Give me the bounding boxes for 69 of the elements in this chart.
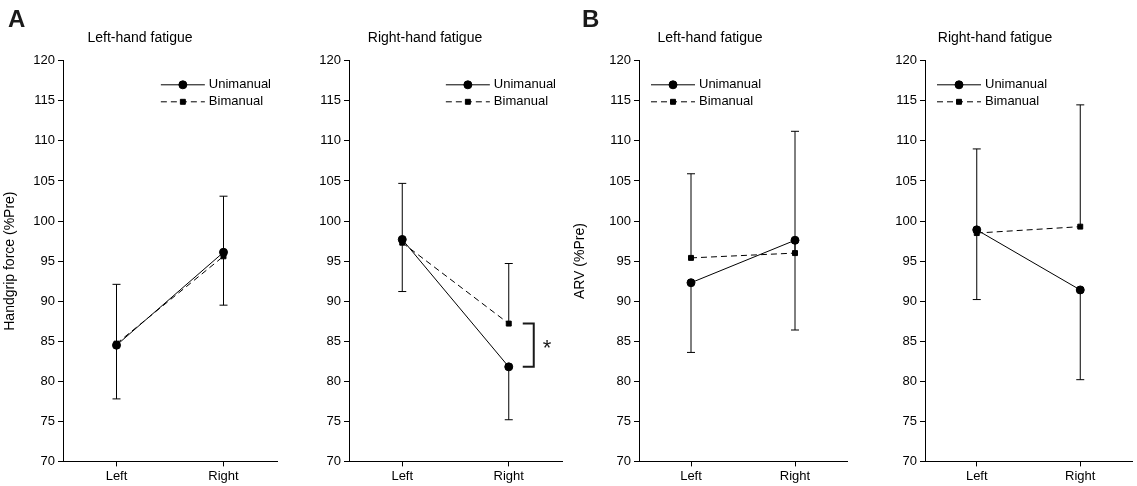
chart-title: Left-hand fatigue <box>87 29 193 46</box>
legend-label: Unimanual <box>208 76 272 92</box>
y-tick-label: 85 <box>616 332 631 348</box>
y-tick-label: 80 <box>326 372 341 388</box>
y-tick-label: 75 <box>902 412 917 428</box>
y-tick-label: 110 <box>34 132 55 148</box>
y-tick-label: 110 <box>610 132 631 148</box>
x-tick-label: Left <box>965 467 988 483</box>
legend-label: Unimanual <box>699 76 762 92</box>
y-tick-label: 85 <box>40 332 55 348</box>
y-tick-label: 105 <box>609 172 631 188</box>
y-tick-label: 90 <box>326 292 341 308</box>
legend-label: Unimanual <box>493 76 557 92</box>
y-tick-label: 100 <box>895 212 917 228</box>
y-tick-label: 80 <box>902 372 917 388</box>
y-tick-label: 115 <box>320 92 341 108</box>
y-axis-title: ARV (%Pre) <box>571 223 588 300</box>
y-tick-label: 100 <box>33 212 55 228</box>
x-tick-label: Right <box>493 467 525 483</box>
y-tick-label: 70 <box>616 452 631 468</box>
y-tick-label: 90 <box>616 292 631 308</box>
chart-subtitle: A <box>8 4 26 32</box>
x-tick-label: Right <box>208 467 240 483</box>
x-tick-label: Right <box>779 467 811 483</box>
y-tick-label: 120 <box>319 52 341 68</box>
chart-subtitle: B <box>582 4 600 32</box>
y-tick-label: 70 <box>902 452 917 468</box>
annotation: * <box>542 335 552 361</box>
legend-label: Bimanual <box>208 93 264 109</box>
y-tick-label: 95 <box>616 252 631 268</box>
y-tick-label: 100 <box>609 212 631 228</box>
y-tick-label: 75 <box>326 412 341 428</box>
y-tick-label: 105 <box>319 172 341 188</box>
legend-label: Unimanual <box>985 76 1048 92</box>
x-tick-label: Left <box>391 467 414 483</box>
y-tick-label: 95 <box>326 252 341 268</box>
y-tick-label: 115 <box>610 92 631 108</box>
y-tick-label: 120 <box>33 52 55 68</box>
y-tick-label: 95 <box>902 252 917 268</box>
legend-label: Bimanual <box>699 93 754 109</box>
y-tick-label: 120 <box>609 52 631 68</box>
chart-title: Right-hand fatigue <box>937 29 1053 46</box>
y-tick-label: 110 <box>896 132 917 148</box>
legend-label: Bimanual <box>493 93 549 109</box>
y-tick-label: 105 <box>33 172 55 188</box>
y-tick-label: 75 <box>40 412 55 428</box>
y-tick-label: 90 <box>40 292 55 308</box>
y-tick-label: 70 <box>326 452 341 468</box>
y-tick-label: 80 <box>40 372 55 388</box>
y-tick-label: 80 <box>616 372 631 388</box>
y-tick-label: 110 <box>320 132 341 148</box>
chart-title: Left-hand fatigue <box>657 29 763 46</box>
y-tick-label: 100 <box>319 212 341 228</box>
y-tick-label: 105 <box>895 172 917 188</box>
y-tick-label: 85 <box>326 332 341 348</box>
x-tick-label: Right <box>1065 467 1096 483</box>
y-axis-title: Handgrip force (%Pre) <box>1 191 18 331</box>
y-tick-label: 75 <box>616 412 631 428</box>
x-tick-label: Left <box>680 467 703 483</box>
chart-title: Right-hand fatigue <box>367 29 483 46</box>
x-tick-label: Left <box>105 467 128 483</box>
y-tick-label: 115 <box>896 92 917 108</box>
y-tick-label: 115 <box>34 92 55 108</box>
y-tick-label: 120 <box>895 52 917 68</box>
legend-label: Bimanual <box>985 93 1040 109</box>
y-tick-label: 85 <box>902 332 917 348</box>
y-tick-label: 70 <box>40 452 55 468</box>
y-tick-label: 90 <box>902 292 917 308</box>
y-tick-label: 95 <box>40 252 55 268</box>
